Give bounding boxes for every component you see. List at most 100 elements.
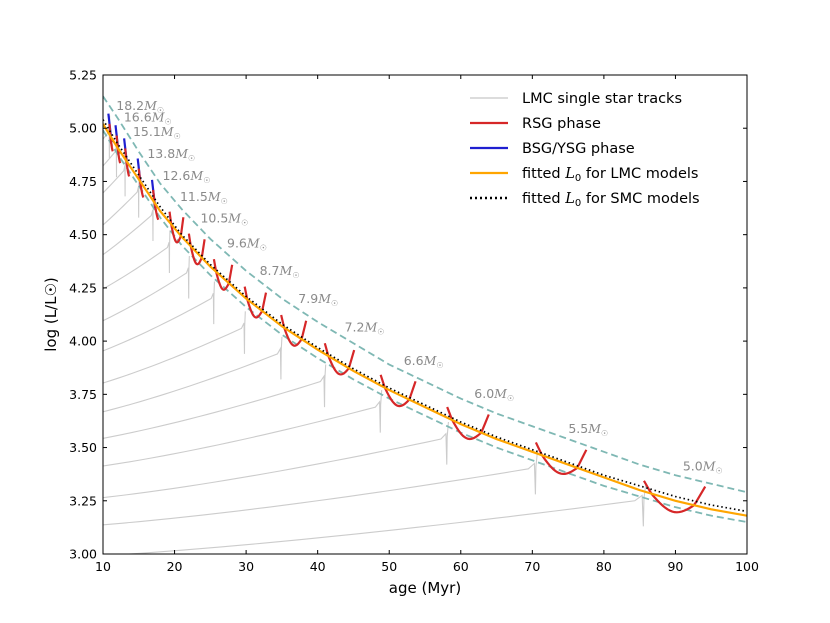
y-tick-label-4.50: 4.50 [69,227,97,242]
mass-unit-symbol: M [143,98,158,113]
legend-label-smc_fit: fitted L0 for SMC models [522,191,700,209]
mass-unit-symbol: M [151,110,166,125]
mass-value: 16.6 [124,110,152,125]
legend-label-rsg: RSG phase [522,116,601,132]
mass-label-12.6: 12.6M☉ [163,168,211,185]
mass-unit-sub: ☉ [174,132,181,141]
track-15.1-msun [103,153,127,197]
mass-unit-sub: ☉ [188,154,195,163]
rsg-loop-12.6-msun [151,189,160,221]
mass-unit-symbol: M [207,189,222,204]
single-star-tracks [103,115,647,554]
x-axis-label: age (Myr) [389,579,461,597]
track-5.0-msun [121,483,647,554]
rsg-loop-13.8-msun [137,168,145,198]
legend-label-tracks: LMC single star tracks [522,91,682,107]
mass-label-18.2: 18.2M☉ [116,98,164,115]
mass-value: 6.6 [404,353,424,368]
mass-value: 13.8 [147,146,175,161]
mass-label-6.6: 6.6M☉ [404,353,444,370]
mass-label-7.2: 7.2M☉ [345,320,385,337]
x-tick-label-90: 90 [667,559,683,574]
y-tick-label-5.00: 5.00 [69,121,97,136]
y-tick-label-4.00: 4.00 [69,334,97,349]
mass-unit-sub: ☉ [241,218,248,227]
mass-label-6.0: 6.0M☉ [474,386,514,403]
mass-unit-symbol: M [587,421,602,436]
mass-unit-symbol: M [189,168,204,183]
track-16.6-msun [103,134,118,178]
mass-value: 5.0 [683,459,703,474]
y-axis-label: log (L/L☉) [42,277,60,352]
mass-label-5.5: 5.5M☉ [568,421,608,438]
mass-value: 15.1 [133,124,161,139]
mass-value: 18.2 [116,98,144,113]
track-6.6-msun [103,390,383,467]
y-tick-label-4.75: 4.75 [69,174,97,189]
legend-label-sub: 0 [575,198,581,209]
mass-unit-sub: ☉ [292,271,299,280]
y-tick-label-3.00: 3.00 [69,547,97,562]
mass-value: 5.5 [568,421,588,436]
mass-value: 7.2 [345,320,365,335]
mass-unit-sub: ☉ [436,361,443,370]
track-18.2-msun [103,115,111,159]
x-tick-label-50: 50 [381,559,397,574]
mass-label-5.0: 5.0M☉ [683,459,723,476]
y-tick-label-3.50: 3.50 [69,440,97,455]
band-upper-dashed [103,95,747,494]
legend-label-bsg: BSG/YSG phase [522,141,635,157]
mass-label-15.1: 15.1M☉ [133,124,181,141]
y-tick-label-3.75: 3.75 [69,387,97,402]
mass-unit-sub: ☉ [377,328,384,337]
mass-unit-symbol: M [702,459,717,474]
mass-unit-symbol: M [160,124,175,139]
mass-label-8.7: 8.7M☉ [260,263,300,280]
mass-unit-sub: ☉ [165,118,172,127]
axis-ticks: 10 20 30 40 50 60 70 80 90 100 3.00 3.25 3.50 3.75 4.0… [69,68,759,575]
x-tick-label-80: 80 [596,559,612,574]
mass-labels: 18.2M☉16.6M☉15.1M☉13.8M☉12.6M☉11.5M☉10.5… [116,98,722,476]
mass-unit-sub: ☉ [221,197,228,206]
y-tick-label-4.25: 4.25 [69,280,97,295]
mass-unit-symbol: M [246,236,261,251]
legend: LMC single star tracks RSG phase BSG/YSG p… [470,91,700,209]
x-tick-label-100: 100 [735,559,759,574]
x-tick-label-30: 30 [238,559,254,574]
plot-frame [102,74,748,555]
mass-value: 8.7 [260,263,280,278]
track-5.5-msun [103,451,538,526]
mass-unit-sub: ☉ [716,467,723,476]
rsg-loop-6.6-msun [379,374,417,408]
legend-label-symbol: L [564,191,575,207]
mass-value: 6.0 [474,386,494,401]
track-10.5-msun [103,255,190,322]
legend-label-suffix: for SMC models [581,191,699,207]
mass-label-11.5: 11.5M☉ [180,189,228,206]
rsg-loop-15.1-msun [124,148,131,177]
mass-label-13.8: 13.8M☉ [147,146,195,163]
evolution-phases [103,113,747,517]
y-tick-label-5.25: 5.25 [69,68,97,83]
fit-line-lmc [103,123,747,517]
rsg-loop-6.0-msun [446,406,490,441]
mass-unit-sub: ☉ [331,299,338,308]
mass-value: 7.9 [298,291,318,306]
track-13.8-msun [103,175,140,226]
x-tick-label-70: 70 [524,559,540,574]
x-tick-label-10: 10 [95,559,111,574]
mass-value: 12.6 [163,168,191,183]
legend-label-sub: 0 [575,173,581,184]
track-12.6-msun [103,198,154,256]
mass-label-7.9: 7.9M☉ [298,291,338,308]
mass-unit-sub: ☉ [601,429,608,438]
fit-lines [103,95,747,523]
rsg-loop-5.0-msun [643,480,707,514]
band-lower-dashed [103,129,747,523]
legend-label-symbol: L [564,166,575,182]
mass-value: 11.5 [180,189,208,204]
rsg-loop-9.6-msun [212,258,234,291]
mass-unit-sub: ☉ [507,394,514,403]
rsg-loop-8.7-msun [243,286,268,319]
legend-label-suffix: for LMC models [581,166,698,182]
